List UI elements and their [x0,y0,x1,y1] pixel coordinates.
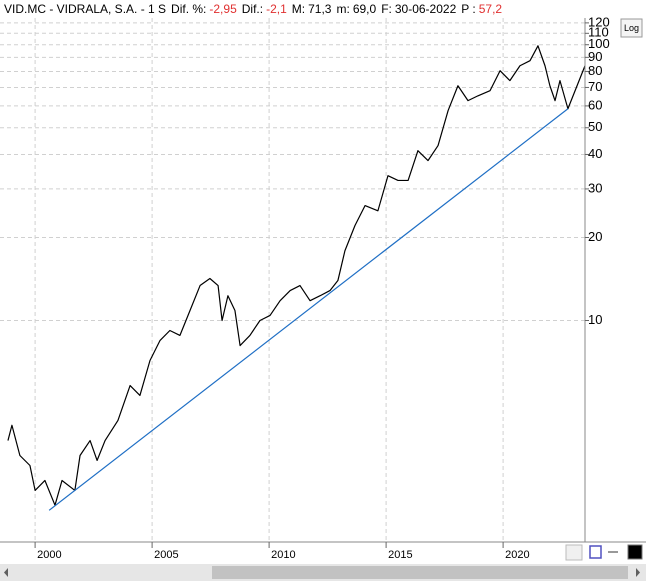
header-field-value: 71,3 [308,2,332,16]
save-icon[interactable] [589,545,602,559]
log-button-label: Log [624,23,639,33]
header: VID.MC - VIDRALA, S.A. - 1 S Dif. %: -2,95… [4,2,502,16]
plot-area [0,18,586,540]
x-tick-label: 2000 [37,549,61,561]
y-tick-label: 80 [588,63,602,78]
y-tick-label: 60 [588,97,602,112]
toolbar [565,544,643,561]
scroll-right[interactable] [636,568,640,577]
y-tick-label: 30 [588,180,602,195]
x-tick-label: 2005 [154,549,178,561]
header-field-label: Dif.: [242,2,263,16]
price-line [48,108,569,511]
y-tick-label: 70 [588,79,602,94]
x-tick-label: 2015 [388,549,412,561]
header-field-value: 69,0 [353,2,377,16]
header-field-label: M: [292,2,305,16]
y-tick-label: 20 [588,229,602,244]
scrollbar [0,564,646,581]
y-tick-label: 100 [588,36,610,51]
header-field-label: Dif. %: [171,2,206,16]
scroll-thumb[interactable] [212,566,628,579]
y-tick-label: 110 [588,25,609,40]
log-button[interactable] [620,18,643,38]
header-field-label: m: [336,2,349,16]
y-tick-label: 120 [588,14,610,29]
header-symbol: VID.MC - VIDRALA, S.A. - 1 S [4,2,166,16]
y-tick-label: 50 [588,119,602,134]
y-tick-label: 10 [588,312,602,327]
scroll-left[interactable] [4,568,8,577]
header-field-label: P : [461,2,475,16]
price-line [7,45,586,506]
header-field-value: 30-06-2022 [395,2,457,16]
color-icon[interactable] [627,544,643,560]
x-tick-label: 2010 [271,549,295,561]
y-tick-label: 40 [588,146,602,161]
header-field-value: -2,1 [266,2,287,16]
zoom-icon[interactable] [565,544,583,561]
header-field-value: 57,2 [479,2,503,16]
x-tick-label: 2020 [505,549,529,561]
header-field-value: -2,95 [209,2,237,16]
y-tick-label: 90 [588,49,602,64]
header-field-label: F: [381,2,392,16]
